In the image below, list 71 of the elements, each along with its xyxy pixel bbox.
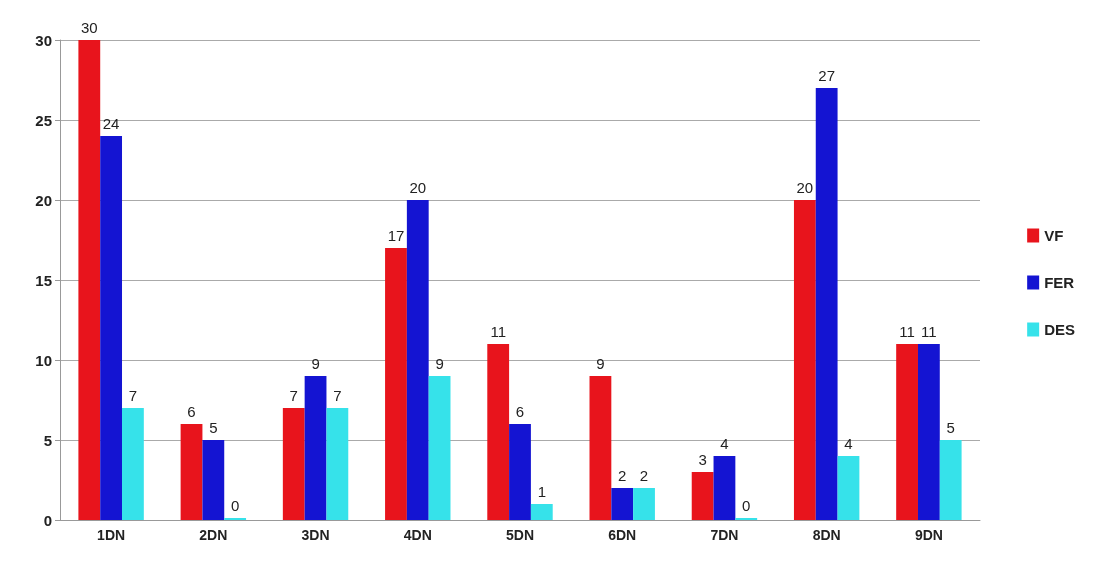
x-tick-label: 8DN xyxy=(812,527,841,543)
bar xyxy=(487,344,510,520)
y-tick-label: 10 xyxy=(35,351,52,369)
bar xyxy=(100,136,123,520)
data-label: 2 xyxy=(639,467,649,484)
x-tick-label: 2DN xyxy=(199,527,228,543)
x-tick-label: 5DN xyxy=(505,527,535,543)
y-tick-label: 0 xyxy=(43,511,52,529)
data-label: 9 xyxy=(435,355,444,372)
bar xyxy=(589,376,612,520)
data-label: 27 xyxy=(818,67,836,84)
bar xyxy=(633,488,655,520)
bar xyxy=(917,344,940,520)
data-label: 17 xyxy=(387,227,405,244)
data-label: 6 xyxy=(187,403,196,420)
bar xyxy=(180,424,203,520)
data-label: 7 xyxy=(128,387,138,404)
data-label: 2 xyxy=(618,467,627,484)
data-label: 6 xyxy=(515,403,525,420)
data-label: 7 xyxy=(289,387,298,404)
x-tick-label: 9DN xyxy=(914,527,943,543)
data-label: 11 xyxy=(899,323,915,340)
bar xyxy=(837,456,860,520)
bar xyxy=(793,200,816,520)
bar xyxy=(304,376,327,520)
y-tick-label: 20 xyxy=(35,191,52,209)
legend-label: VF xyxy=(1044,227,1064,244)
data-label: 5 xyxy=(209,419,218,436)
data-label: 5 xyxy=(946,419,955,436)
data-label: 30 xyxy=(80,19,98,36)
legend-label: FER xyxy=(1044,274,1075,291)
bar xyxy=(896,344,918,520)
data-label: 24 xyxy=(102,115,120,132)
bar xyxy=(326,408,349,520)
bar xyxy=(713,456,736,520)
bar xyxy=(282,408,305,520)
x-tick-label: 4DN xyxy=(403,527,432,543)
bar xyxy=(815,88,838,520)
bar xyxy=(509,424,531,520)
data-label: 7 xyxy=(333,387,342,404)
bar xyxy=(691,472,714,520)
legend-label: DES xyxy=(1044,321,1075,338)
data-label: 4 xyxy=(844,435,853,452)
data-label: 0 xyxy=(742,497,751,514)
data-label: 11 xyxy=(921,323,937,340)
bar xyxy=(530,504,553,520)
y-tick-label: 5 xyxy=(43,431,52,449)
data-label: 11 xyxy=(490,323,506,340)
data-label: 3 xyxy=(698,451,707,468)
x-tick-label: 6DN xyxy=(608,527,637,543)
y-tick-label: 15 xyxy=(35,271,52,289)
bar xyxy=(385,248,407,520)
x-tick-label: 3DN xyxy=(301,527,330,543)
data-label: 0 xyxy=(230,497,240,514)
data-label: 9 xyxy=(596,355,605,372)
bar xyxy=(428,376,451,520)
x-tick-label: 7DN xyxy=(710,527,739,543)
data-label: 20 xyxy=(409,179,427,196)
data-label: 1 xyxy=(537,483,546,500)
bar xyxy=(122,408,144,520)
y-tick-label: 25 xyxy=(35,111,52,129)
data-label: 20 xyxy=(796,179,814,196)
bar xyxy=(202,440,225,520)
bar xyxy=(406,200,429,520)
data-label: 9 xyxy=(311,355,320,372)
y-tick-label: 30 xyxy=(35,31,52,49)
bar xyxy=(939,440,962,520)
bar xyxy=(611,488,634,520)
bar xyxy=(78,40,101,520)
data-label: 4 xyxy=(720,435,729,452)
x-tick-label: 1DN xyxy=(97,527,126,543)
